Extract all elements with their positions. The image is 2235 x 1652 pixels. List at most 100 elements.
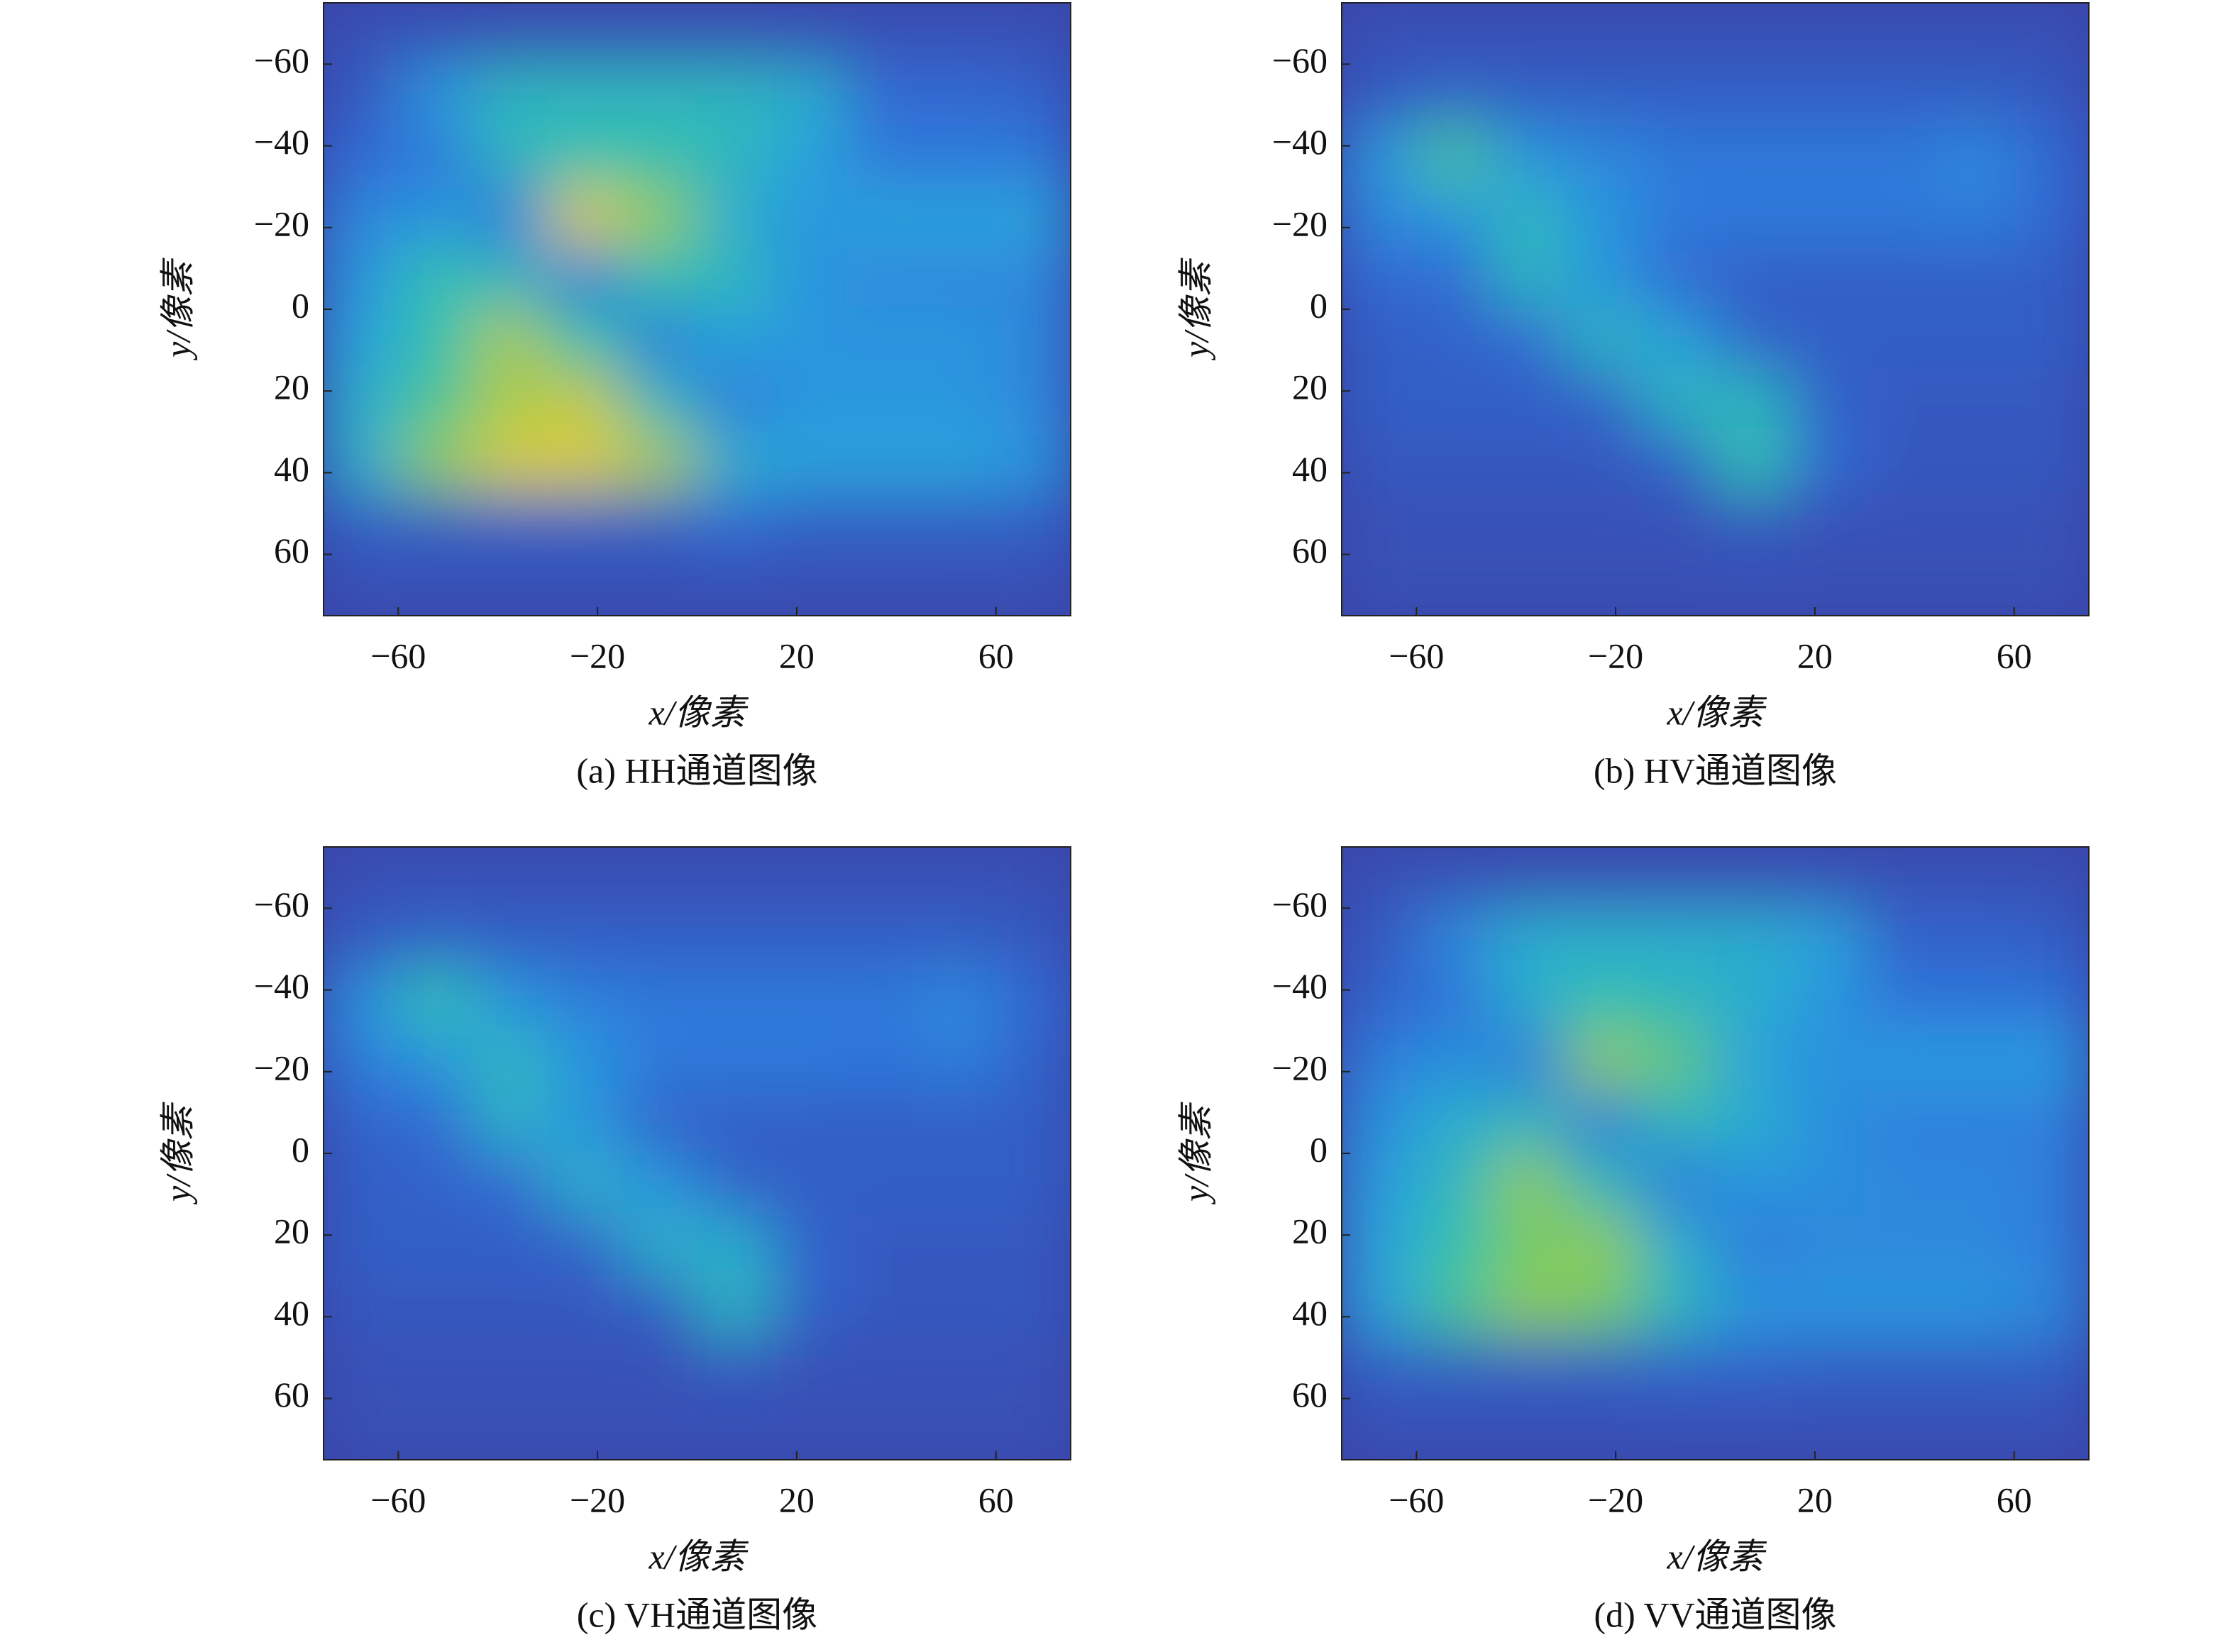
heatmap-cell: [1640, 847, 1716, 909]
heatmap-cell: [1342, 553, 1418, 616]
heatmap-cell: [1342, 1275, 1418, 1338]
heatmap-cell: [324, 968, 399, 1032]
heatmap-cell: [1938, 431, 2015, 494]
heatmap-cell: [1714, 309, 1791, 372]
heatmap-cell: [472, 124, 548, 188]
heatmap-cell: [2013, 124, 2089, 188]
heatmap-cell: [1714, 186, 1791, 249]
heatmap-cell: [846, 907, 922, 970]
heatmap-cell: [1789, 907, 1866, 970]
heatmap-cell: [1789, 186, 1866, 249]
heatmap-cell: [1640, 553, 1716, 616]
heatmap-cell: [1864, 3, 1941, 65]
heatmap-cell: [1640, 492, 1716, 555]
heatmap-cell: [1490, 1153, 1567, 1216]
heatmap-cell: [472, 1030, 548, 1093]
heatmap-cell: [1864, 847, 1941, 909]
x-tick-label: −20: [1588, 636, 1643, 675]
heatmap-cell: [622, 1336, 698, 1399]
heatmap-cell: [846, 1153, 922, 1216]
heatmap-cell: [771, 1214, 848, 1277]
x-axis-label: x/像素: [648, 692, 749, 732]
heatmap-cell: [546, 186, 624, 249]
heatmap-cell: [1864, 1153, 1941, 1216]
heatmap-cell: [397, 124, 474, 188]
heatmap-cell: [622, 124, 698, 188]
heatmap: [324, 3, 1071, 616]
heatmap-cell: [920, 492, 997, 555]
heatmap-cell: [324, 63, 399, 126]
heatmap-cell: [696, 968, 773, 1032]
heatmap-cell: [771, 309, 848, 372]
heatmap-cell: [2013, 1275, 2089, 1338]
heatmap-cells: [1342, 847, 2089, 1460]
heatmap-cell: [1640, 63, 1716, 126]
heatmap-cell: [622, 431, 698, 494]
heatmap-cell: [995, 968, 1071, 1032]
heatmap-cell: [846, 1091, 922, 1154]
heatmap-cell: [546, 968, 624, 1032]
heatmap-cell: [995, 907, 1071, 970]
heatmap-cell: [696, 186, 773, 249]
heatmap-cell: [1640, 3, 1716, 65]
y-axis-label: y/像素: [158, 257, 197, 361]
heatmap-cell: [1789, 1336, 1866, 1399]
heatmap-cell: [1342, 1336, 1418, 1399]
heatmap-cell: [1789, 492, 1866, 555]
x-tick-label: 60: [1997, 1480, 2032, 1519]
heatmap-cell: [397, 3, 474, 65]
heatmap-cell: [1714, 847, 1791, 909]
heatmap-cell: [1864, 309, 1941, 372]
heatmap-cell: [995, 309, 1071, 372]
heatmap-cell: [1490, 370, 1567, 433]
heatmap-cell: [846, 309, 922, 372]
heatmap-cell: [1640, 907, 1716, 970]
heatmap-cell: [920, 1214, 997, 1277]
heatmap-cell: [1342, 247, 1418, 310]
y-tick-label: −60: [254, 885, 309, 924]
heatmap-cell: [920, 431, 997, 494]
heatmap-cell: [1938, 370, 2015, 433]
heatmap-cell: [1789, 309, 1866, 372]
heatmap-cell: [1789, 1091, 1866, 1154]
x-axis-label: x/像素: [648, 1536, 749, 1576]
heatmap-cell: [546, 1153, 624, 1216]
heatmap-cell: [1416, 553, 1492, 616]
heatmap-cell: [1864, 907, 1941, 970]
y-tick-label: 0: [292, 285, 309, 325]
heatmap-cell: [1938, 553, 2015, 616]
heatmap-cell: [1564, 968, 1642, 1032]
heatmap-cell: [995, 1397, 1071, 1460]
heatmap-cell: [622, 1214, 698, 1277]
heatmap-cell: [995, 1153, 1071, 1216]
heatmap-cell: [2013, 492, 2089, 555]
heatmap-cell: [1490, 1336, 1567, 1399]
x-tick-label: 20: [779, 636, 815, 675]
heatmap-cell: [1416, 1397, 1492, 1460]
heatmap-cell: [846, 3, 922, 65]
heatmap-cell: [1342, 1030, 1418, 1093]
heatmap-cell: [2013, 3, 2089, 65]
heatmap-cell: [696, 847, 773, 909]
heatmap-cell: [1342, 186, 1418, 249]
heatmap-cell: [1640, 186, 1716, 249]
x-tick-label: 60: [978, 1480, 1014, 1519]
caption: (a) HH通道图像: [576, 750, 817, 790]
heatmap-cell: [1490, 309, 1567, 372]
heatmap-cell: [696, 124, 773, 188]
heatmap-cell: [1342, 492, 1418, 555]
heatmap-cell: [546, 124, 624, 188]
heatmap-cell: [622, 907, 698, 970]
heatmap-cell: [1342, 968, 1418, 1032]
y-tick-label: 0: [292, 1129, 309, 1169]
heatmap-cell: [771, 1397, 848, 1460]
heatmap-cell: [771, 847, 848, 909]
heatmap-cell: [1714, 3, 1791, 65]
y-tick-label: −60: [1272, 40, 1328, 80]
heatmap-cell: [1640, 1153, 1716, 1216]
heatmap-cell: [995, 1091, 1071, 1154]
heatmap-cell: [324, 186, 399, 249]
heatmap-cell: [546, 431, 624, 494]
heatmap-cell: [472, 3, 548, 65]
heatmap-cell: [1938, 3, 2015, 65]
